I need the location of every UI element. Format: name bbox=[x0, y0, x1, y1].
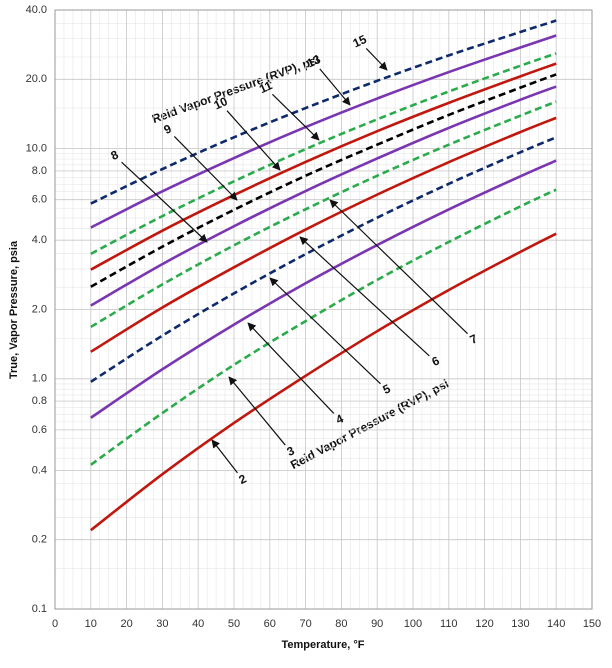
x-tick-label: 110 bbox=[440, 618, 458, 630]
y-tick-label: 0.8 bbox=[32, 395, 47, 407]
x-tick-label: 70 bbox=[299, 618, 311, 630]
series-line bbox=[90, 52, 557, 255]
x-tick-label: 90 bbox=[371, 618, 383, 630]
legend-label: 11 bbox=[257, 78, 275, 96]
series-line bbox=[90, 116, 557, 353]
callout-arrow bbox=[226, 110, 281, 171]
callout-arrow bbox=[247, 322, 335, 414]
series-line bbox=[90, 85, 557, 307]
y-tick-label: 6.0 bbox=[32, 194, 47, 206]
callout-arrow bbox=[211, 439, 238, 474]
series-line bbox=[90, 159, 557, 419]
x-tick-label: 140 bbox=[547, 618, 565, 630]
series-line bbox=[90, 100, 557, 329]
x-tick-label: 40 bbox=[192, 618, 204, 630]
y-tick-label: 4.0 bbox=[32, 234, 47, 246]
y-tick-label: 1.0 bbox=[32, 373, 47, 385]
x-tick-label: 150 bbox=[583, 618, 601, 630]
x-tick-label: 10 bbox=[85, 618, 97, 630]
legend-label: 13 bbox=[305, 52, 323, 70]
x-tick-label: 120 bbox=[475, 618, 493, 630]
y-tick-label: 8.0 bbox=[32, 165, 47, 177]
callout-arrow bbox=[121, 161, 208, 243]
callout-arrow bbox=[365, 48, 388, 71]
series-line bbox=[90, 188, 557, 466]
callout-arrow bbox=[319, 68, 351, 106]
series-line bbox=[90, 19, 557, 205]
legend-label: 15 bbox=[351, 32, 369, 50]
series-line bbox=[90, 62, 557, 271]
callout-arrow bbox=[299, 236, 430, 357]
callout-arrow bbox=[228, 376, 286, 446]
callout-arrow bbox=[269, 277, 381, 385]
y-tick-label: 0.4 bbox=[32, 464, 47, 476]
x-tick-label: 60 bbox=[264, 618, 276, 630]
y-axis-label: True, Vapor Pressure, psia bbox=[8, 240, 20, 379]
series-line bbox=[89, 232, 557, 532]
y-tick-label: 20.0 bbox=[26, 73, 47, 85]
y-tick-label: 40.0 bbox=[26, 4, 47, 16]
series-line bbox=[90, 73, 557, 288]
callout-arrow bbox=[272, 93, 320, 141]
plot-frame bbox=[54, 9, 593, 610]
x-tick-label: 100 bbox=[404, 618, 422, 630]
legend-label: 10 bbox=[212, 94, 230, 112]
y-tick-label: 0.1 bbox=[32, 603, 47, 615]
y-tick-label: 0.6 bbox=[32, 424, 47, 436]
x-tick-label: 30 bbox=[156, 618, 168, 630]
x-tick-label: 0 bbox=[52, 618, 58, 630]
y-tick-label: 10.0 bbox=[26, 143, 47, 155]
x-axis-label: Temperature, °F bbox=[281, 639, 364, 651]
x-tick-label: 130 bbox=[511, 618, 529, 630]
x-tick-label: 20 bbox=[120, 618, 132, 630]
y-tick-label: 2.0 bbox=[32, 303, 47, 315]
x-tick-label: 50 bbox=[228, 618, 240, 630]
x-tick-label: 80 bbox=[335, 618, 347, 630]
callout-arrow bbox=[329, 199, 468, 335]
callout-arrow bbox=[173, 135, 238, 201]
series-line bbox=[90, 34, 557, 229]
y-tick-label: 0.2 bbox=[32, 534, 47, 546]
